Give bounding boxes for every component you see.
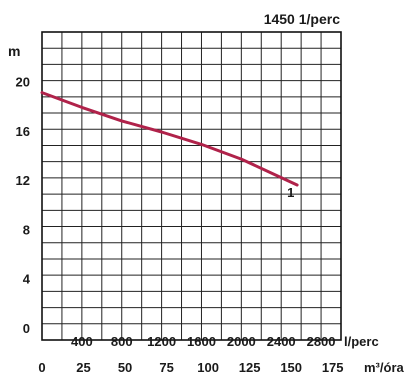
data-point <box>160 131 163 133</box>
x-tick-label-m3h: 100 <box>197 360 219 375</box>
x-tick-label-m3h: 125 <box>239 360 261 375</box>
x-axis-unit-lpm: l/perc <box>344 334 379 349</box>
plot-frame <box>41 31 342 341</box>
data-point <box>120 120 123 122</box>
x-axis-unit-m3h: m³/óra <box>364 360 405 375</box>
series-line-1 <box>40 91 299 187</box>
x-tick-label-m3h: 75 <box>159 360 173 375</box>
x-tick-label-lpm: 2800 <box>307 334 336 349</box>
series-layer <box>40 91 299 187</box>
plot-border <box>41 31 342 341</box>
x-tick-label-lpm: 800 <box>111 334 133 349</box>
x-tick-label-m3h: 50 <box>118 360 132 375</box>
data-point <box>280 176 283 179</box>
x-tick-label-m3h: 150 <box>280 360 302 375</box>
y-tick-label: 12 <box>16 173 30 188</box>
y-tick-label: 0 <box>23 321 30 336</box>
data-point <box>81 106 83 109</box>
grid <box>42 32 341 340</box>
y-tick-label: 4 <box>23 272 31 287</box>
x-tick-label-lpm: 2000 <box>227 334 256 349</box>
x-tick-label-lpm: 2400 <box>267 334 296 349</box>
x-tick-label-m3h: 0 <box>38 360 45 375</box>
y-tick-label: 20 <box>16 75 30 90</box>
data-point <box>41 91 43 94</box>
data-point <box>240 158 243 160</box>
x-tick-label-lpm: 1200 <box>147 334 176 349</box>
x-tick-label-lpm: 400 <box>71 334 93 349</box>
y-tick-label: 8 <box>23 222 30 237</box>
x-tick-label-lpm: 1600 <box>187 334 216 349</box>
x-tick-label-m3h: 175 <box>322 360 344 375</box>
y-tick-label: 16 <box>16 124 30 139</box>
speed-label: 1450 1/perc <box>264 11 340 27</box>
data-point <box>200 143 203 146</box>
series-label: 1 <box>287 185 294 200</box>
data-point <box>296 184 298 186</box>
label-layer: 0 4 8 12 16 20 400 800 1200 1600 2000 2400 2800 0 25 50… <box>16 75 344 376</box>
y-axis-unit: m <box>8 43 20 59</box>
x-tick-label-m3h: 25 <box>76 360 90 375</box>
